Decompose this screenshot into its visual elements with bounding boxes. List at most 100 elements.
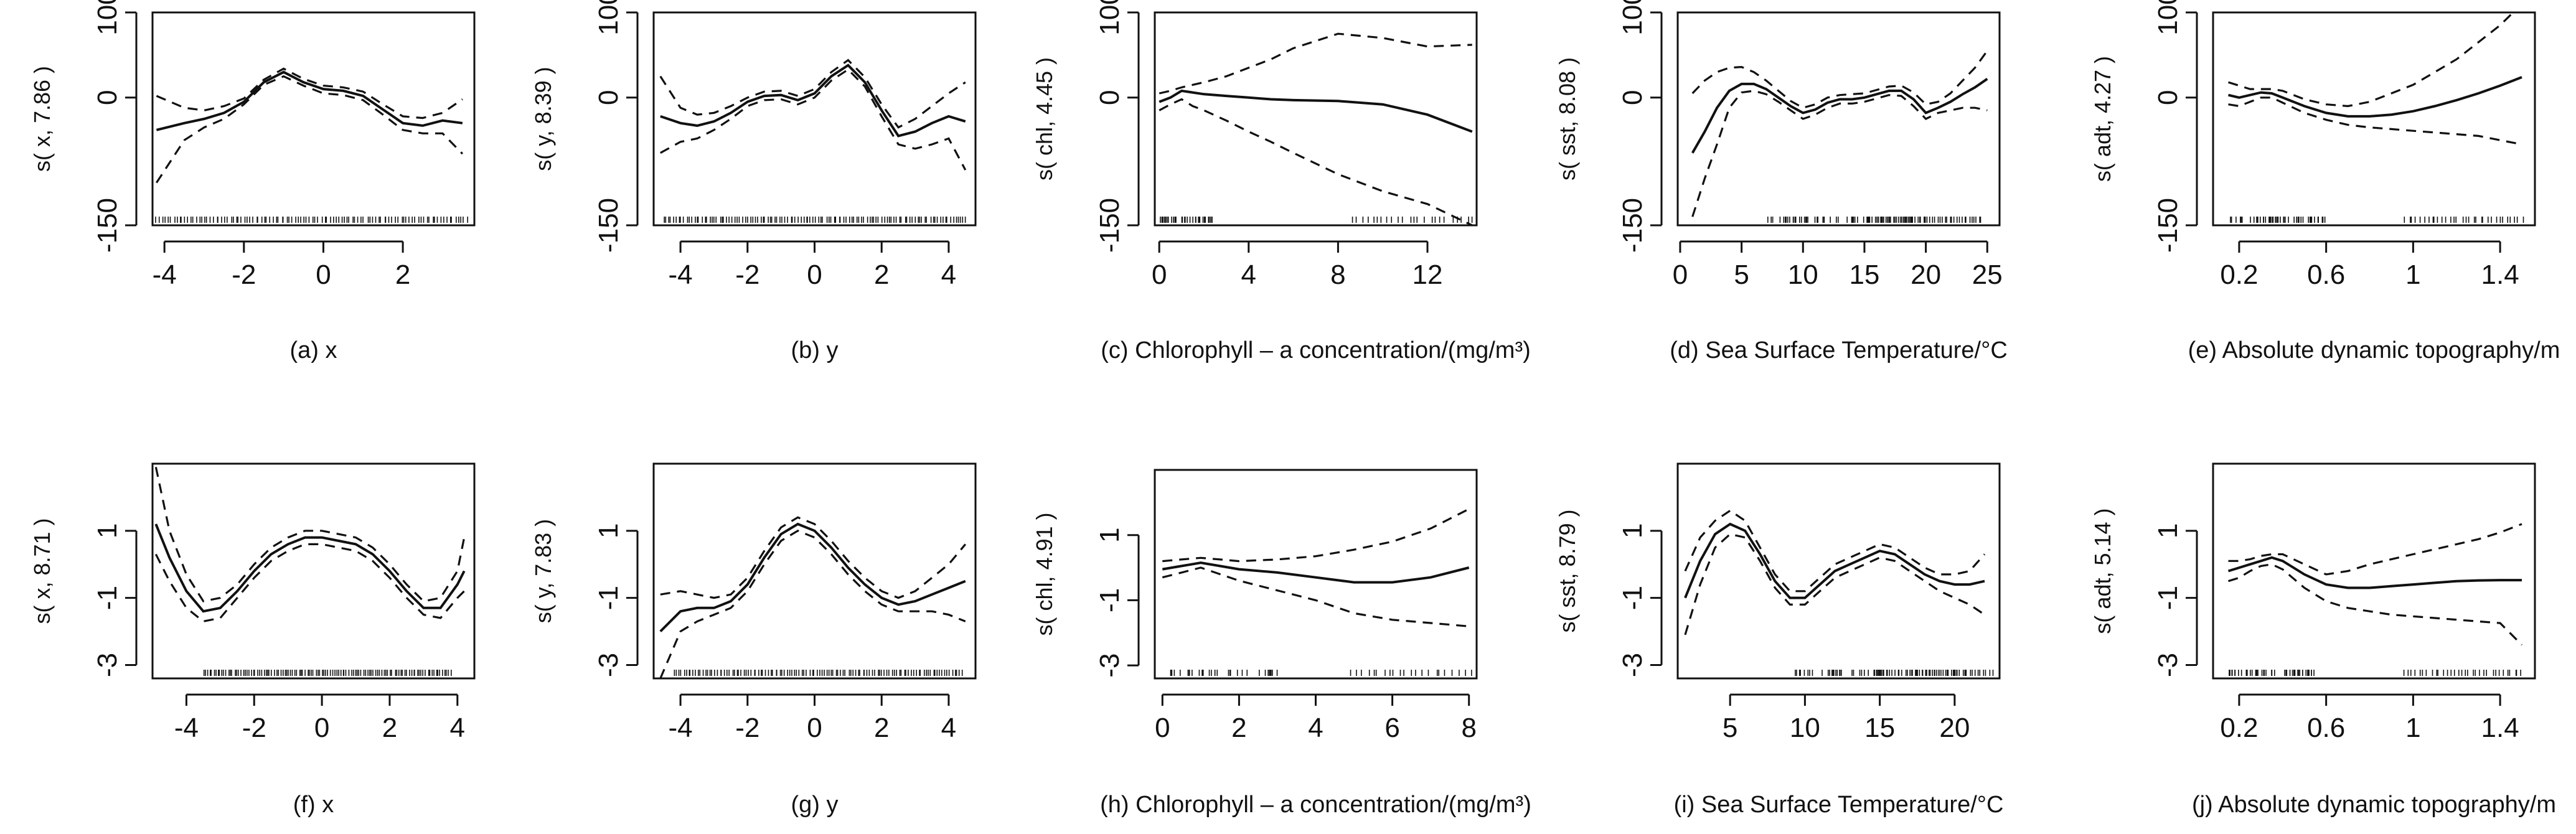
y-axis-label: s( adt, 4.27 ) [2090, 56, 2115, 182]
x-tick-label: 0 [1155, 713, 1170, 743]
x-tick-label: 0.6 [2307, 713, 2345, 743]
y-tick-label: 0 [1094, 90, 1125, 105]
x-tick-label: 4 [450, 713, 465, 743]
plot-frame [2212, 11, 2536, 227]
y-tick-label: 1 [2153, 523, 2183, 538]
x-tick-label: 2 [1231, 713, 1246, 743]
smooth-fit-line [1162, 561, 1470, 584]
y-tick-label: -1 [1617, 586, 1648, 610]
lower-ci-line [659, 530, 966, 678]
lower-ci-line [660, 68, 967, 171]
panel-caption: (j) Absolute dynamic topography/m [2192, 792, 2556, 818]
y-axis-label: s( sst, 8.79 ) [1554, 509, 1580, 632]
smooth-fit-line [156, 70, 463, 131]
smooth-fit-line [2227, 556, 2522, 589]
x-tick-label: 4 [941, 713, 956, 743]
y-tick-label: -150 [593, 198, 624, 253]
upper-ci-line [154, 467, 466, 602]
y-axis-label: s( chl, 4.45 ) [1032, 57, 1057, 180]
upper-ci-line [1691, 50, 1988, 109]
lower-ci-line [1684, 533, 1985, 635]
plot-frame [1154, 469, 1478, 680]
chart-panel-d: 0 5 10 15 20 25 -150 0 100 s( sst, 8.08 ) (d) Sea … [1554, 0, 2008, 363]
lower-ci-line [2228, 563, 2523, 646]
lower-ci-line [1159, 98, 1473, 225]
plot-frame [652, 11, 977, 227]
chart-panel-h: 0 2 4 6 8 -3 -1 1 s( chl, 4.91 ) (h) Chlorophyll … [1032, 469, 1531, 818]
y-tick-label: 100 [593, 0, 624, 35]
x-tick-label: 0 [1152, 260, 1167, 290]
upper-ci-line [660, 516, 967, 599]
plot-frame [2212, 462, 2536, 680]
y-axis-label: s( y, 7.83 ) [530, 519, 556, 623]
x-tick-label: 10 [1790, 713, 1820, 743]
x-tick-label: 4 [1308, 713, 1323, 743]
x-tick-label: 4 [1241, 260, 1256, 290]
lower-ci-line [156, 75, 464, 184]
upper-ci-line [1684, 509, 1986, 593]
x-tick-label: 1.4 [2481, 260, 2519, 290]
y-axis-label: s( x, 8.71 ) [29, 518, 55, 624]
x-tick-label: -2 [242, 713, 266, 743]
x-tick-label: 1 [2405, 713, 2420, 743]
y-tick-label: -1 [593, 586, 624, 610]
panel-caption: (e) Absolute dynamic topography/m [2188, 337, 2560, 363]
x-tick-label: 6 [1384, 713, 1399, 743]
x-tick-label: 0.2 [2220, 260, 2258, 290]
x-tick-label: 2 [874, 713, 889, 743]
x-tick-label: 0.2 [2220, 713, 2258, 743]
x-tick-label: -2 [735, 713, 759, 743]
x-tick-label: 0.6 [2307, 260, 2345, 290]
smooth-fit-line [1159, 89, 1473, 133]
smooth-fit-line [659, 522, 966, 632]
x-tick-label: 0 [314, 713, 329, 743]
x-tick-label: 10 [1788, 260, 1818, 290]
x-tick-label: 5 [1734, 260, 1749, 290]
y-tick-label: -150 [92, 198, 123, 253]
chart-panel-a: -4 -2 0 2 -150 0 100 s( x, 7.86 ) (a) x [29, 0, 476, 363]
smooth-fit-line [154, 523, 466, 613]
plot-frame [1676, 462, 2001, 680]
x-tick-label: 25 [1972, 260, 2003, 290]
y-tick-label: -1 [92, 586, 123, 610]
upper-ci-line [659, 59, 966, 129]
y-tick-label: 1 [92, 523, 123, 538]
upper-ci-line [1162, 508, 1470, 563]
y-axis-label: s( x, 7.86 ) [29, 66, 55, 172]
y-tick-label: 100 [2153, 0, 2183, 35]
x-tick-label: 1 [2405, 260, 2420, 290]
chart-panel-g: -4 -2 0 2 4 -3 -1 1 s( y, 7.83 ) (g) y [530, 462, 977, 818]
y-tick-label: -3 [92, 653, 123, 677]
x-tick-label: 8 [1461, 713, 1476, 743]
x-tick-label: 20 [1911, 260, 1941, 290]
panel-caption: (d) Sea Surface Temperature/°C [1670, 337, 2008, 363]
x-tick-label: 5 [1723, 713, 1737, 743]
plot-frame [1154, 11, 1478, 227]
y-axis-label: s( adt, 5.14 ) [2090, 508, 2115, 634]
lower-ci-line [2228, 96, 2522, 146]
x-tick-label: 0 [807, 713, 822, 743]
panel-caption: (a) x [290, 337, 337, 363]
x-tick-label: 8 [1330, 260, 1345, 290]
x-tick-label: 12 [1413, 260, 1443, 290]
x-tick-label: 15 [1864, 713, 1895, 743]
panel-caption: (i) Sea Surface Temperature/°C [1674, 792, 2004, 818]
smooth-fit-line [1691, 78, 1988, 154]
y-tick-label: -3 [593, 653, 624, 677]
y-axis-label: s( sst, 8.08 ) [1554, 57, 1580, 180]
plot-frame [1676, 11, 2001, 227]
x-tick-label: -2 [735, 260, 759, 290]
y-tick-label: -1 [1094, 588, 1125, 612]
lower-ci-line [1691, 90, 1988, 217]
y-tick-label: -3 [1094, 654, 1125, 678]
upper-ci-line [156, 67, 463, 119]
panel-caption: (g) y [791, 792, 839, 818]
x-tick-label: -4 [669, 260, 693, 290]
x-tick-label: 0 [807, 260, 822, 290]
chart-panel-j: 0.2 0.6 1 1.4 -3 -1 1 s( adt, 5.14 ) (j) Absolut… [2090, 462, 2556, 818]
chart-panel-c: 0 4 8 12 -150 0 100 s( chl, 4.45 ) (c) Chlorophy… [1032, 0, 1531, 363]
y-tick-label: 1 [593, 523, 624, 538]
y-tick-label: -3 [1617, 653, 1648, 677]
x-tick-label: -4 [153, 260, 177, 290]
x-tick-label: 0 [1673, 260, 1688, 290]
